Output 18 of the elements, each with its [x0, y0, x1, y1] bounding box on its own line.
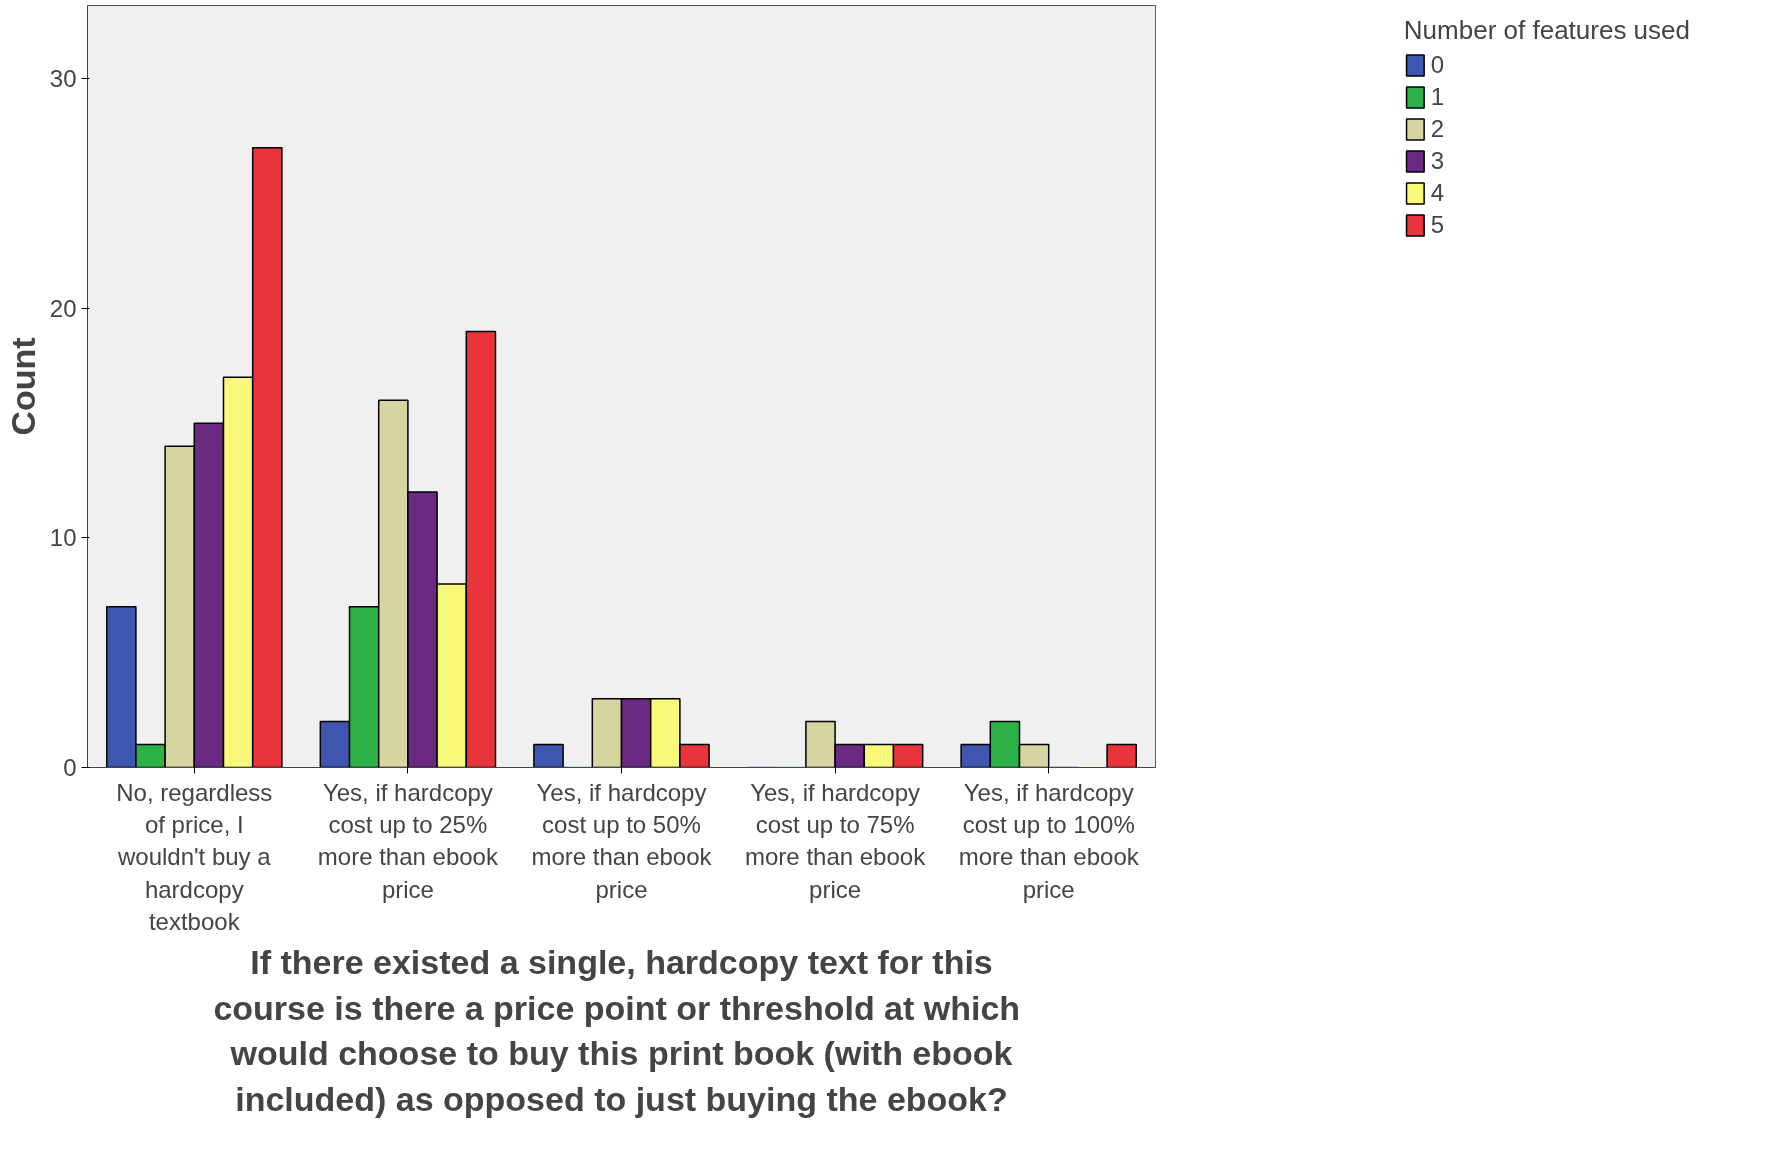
y-tick-label: 30 [49, 65, 77, 93]
x-tick-label: Yes, if hardcopy cost up to 75% more than ebook price [745, 778, 927, 903]
y-axis-title: Count [3, 337, 42, 436]
legend-title: Number of features used [1403, 15, 1690, 46]
legend-label: 1 [1430, 83, 1446, 111]
x-axis-title: If there existed a single, hardcopy text for this course is there a price point or threshold at which would choose to buy this print book (with ebook included) as opposed to just buying the ebook? [213, 943, 1021, 1118]
y-tick-label: 10 [49, 524, 77, 552]
legend-label: 3 [1430, 147, 1446, 175]
legend-label: 0 [1430, 51, 1446, 79]
legend-label: 5 [1430, 211, 1446, 239]
x-tick-label: Yes, if hardcopy cost up to 25% more than ebook price [317, 778, 499, 903]
x-tick-label: Yes, if hardcopy cost up to 100% more than ebook price [958, 778, 1140, 903]
legend-label: 2 [1430, 115, 1446, 143]
legend-label: 4 [1430, 179, 1446, 207]
y-tick-label: 20 [49, 294, 77, 322]
y-tick-label: 0 [63, 754, 77, 781]
x-tick-label: No, regardless of price, I wouldn't buy a hardcopy textbook [116, 778, 273, 936]
x-tick-label: Yes, if hardcopy cost up to 50% more than ebook price [531, 778, 713, 903]
